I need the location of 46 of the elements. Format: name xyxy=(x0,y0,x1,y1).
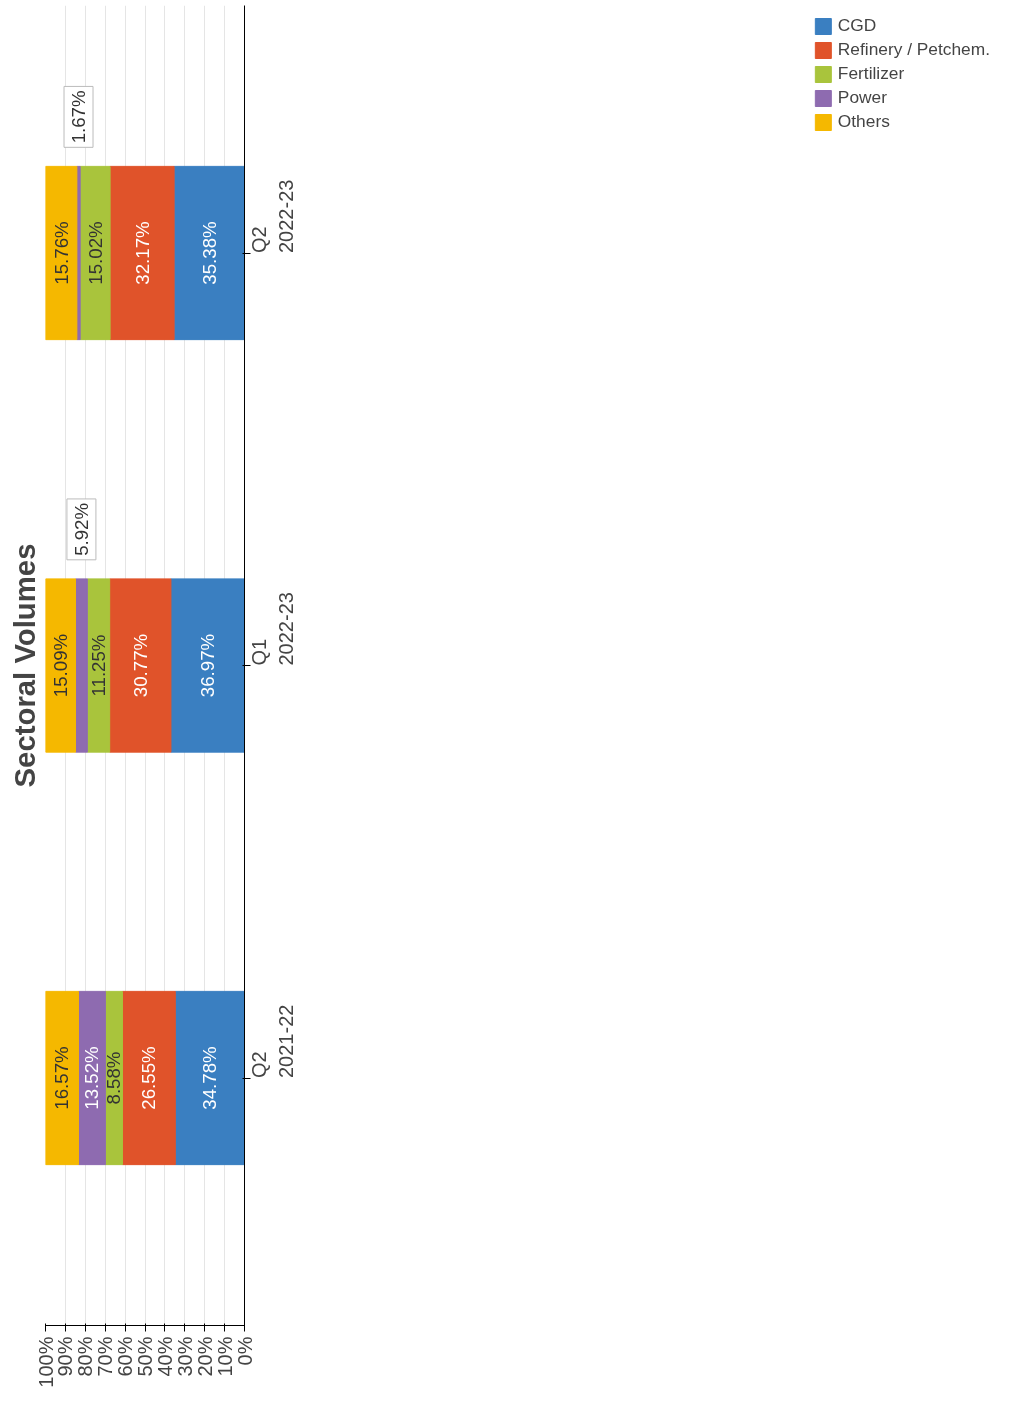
text: 16.57% xyxy=(51,1046,73,1110)
x-tick-label: 40% xyxy=(153,1336,176,1377)
x-tick-label: 30% xyxy=(173,1336,196,1377)
text: Sectoral Volumes xyxy=(7,543,41,788)
bar xyxy=(75,578,88,753)
text: 34.78% xyxy=(199,1046,221,1110)
x-tick-label: 50% xyxy=(134,1336,156,1377)
x-tick-label: 90% xyxy=(54,1336,77,1377)
bar xyxy=(45,990,79,1166)
text: 36.97% xyxy=(197,633,219,698)
bar xyxy=(173,165,245,341)
legend-label: Fertilizer xyxy=(837,63,905,84)
bar xyxy=(174,990,245,1166)
text: 35.38% xyxy=(198,221,220,285)
x-tick-label: 80% xyxy=(74,1336,97,1377)
bar xyxy=(121,990,176,1166)
legend-label: Power xyxy=(837,87,887,108)
legend-label: CGD xyxy=(837,15,877,36)
y-tick-label: Q2 2021-22 xyxy=(248,1004,297,1078)
bar xyxy=(170,578,245,753)
text: 15.09% xyxy=(50,633,72,698)
text: 15.76% xyxy=(50,221,72,285)
y-tick-label: Q1 2022-23 xyxy=(248,592,297,666)
text: 32.17% xyxy=(131,221,153,285)
text: 5.92% xyxy=(70,502,92,556)
x-tick-label: 60% xyxy=(114,1336,137,1377)
bar xyxy=(45,165,78,341)
text: 8.58% xyxy=(103,1051,125,1105)
x-tick-label: 70% xyxy=(94,1336,117,1377)
text: 13.52% xyxy=(81,1046,103,1110)
x-tick-label: 10% xyxy=(213,1336,236,1377)
bar xyxy=(45,578,77,753)
text: 30.77% xyxy=(129,633,151,698)
y-tick-label: Q2 2022-23 xyxy=(248,179,297,253)
legend-label: Others xyxy=(837,111,890,132)
x-tick-label: 0% xyxy=(233,1336,256,1366)
bar xyxy=(109,578,172,753)
text: 1.67% xyxy=(68,90,90,144)
x-tick-label: 100% xyxy=(34,1336,57,1388)
text: 11.25% xyxy=(88,634,109,697)
bar xyxy=(79,165,111,341)
text: 15.02% xyxy=(84,221,106,285)
bar xyxy=(109,165,175,341)
x-tick-label: 20% xyxy=(193,1336,216,1377)
text: 26.55% xyxy=(138,1046,160,1110)
legend-label: Refinery / Petchem. xyxy=(837,39,990,60)
